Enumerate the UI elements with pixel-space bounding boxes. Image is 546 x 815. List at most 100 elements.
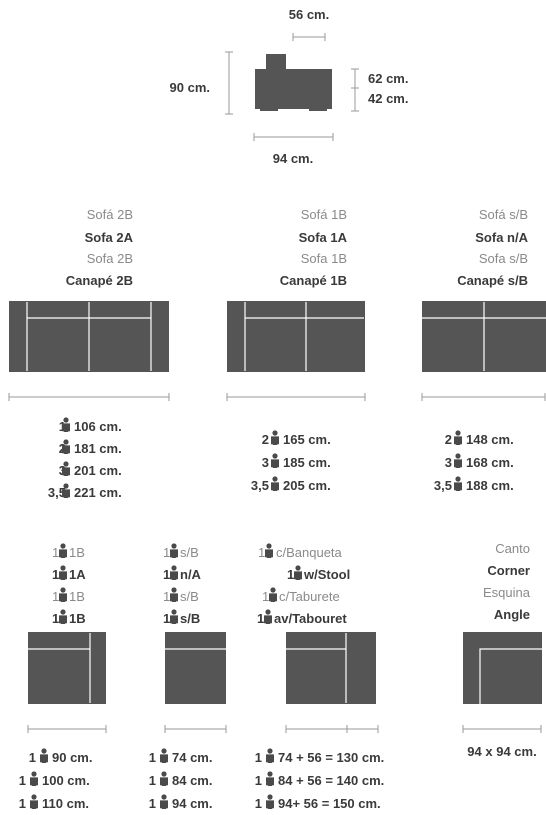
person-icon <box>269 587 277 602</box>
sofa-2b-group: Sofá 2B Sofa 2A Sofa 2B Canapé 2B 1 106 … <box>8 207 170 500</box>
depth-label: 94 cm. <box>273 151 313 166</box>
corner-plan <box>463 632 542 704</box>
side-profile: 56 cm. 90 cm. 62 cm. 42 cm. 94 cm. <box>170 7 409 166</box>
sofa-1b-sizes: 2 165 cm. 3 185 cm. 3,5 205 cm. <box>251 430 331 493</box>
chair-1b-size-3: 110 cm. <box>42 796 89 811</box>
chair-stool-seats-label-4: 1 <box>257 611 264 626</box>
chair-stool-label-fr: av/Tabouret <box>274 611 347 626</box>
sofa-sb-size-2: 168 cm. <box>466 455 514 470</box>
chair-stool-group: 1 c/Banqueta 1 w/Stool 1 c/Taburete 1 av… <box>255 543 384 811</box>
person-icon <box>170 565 178 580</box>
sofa-1b-seats-2: 3 <box>262 455 269 470</box>
chair-1b-seats-2: 1 <box>19 773 26 788</box>
sofa-sb-size-3: 188 cm. <box>466 478 514 493</box>
chair-stool-size-1: 74 + 56 = 130 cm. <box>278 750 384 765</box>
chair-1b-label-pt: 1B <box>69 589 85 604</box>
chair-sb-seats-label-2: 1 <box>163 567 170 582</box>
chair-sb-size-2: 84 cm. <box>172 773 212 788</box>
chair-1b-labels: 1 1B 1 1A 1 1B 1 1B <box>52 543 86 626</box>
chair-sb-seats-3: 1 <box>149 796 156 811</box>
chair-sb-seats-1: 1 <box>149 750 156 765</box>
chair-sb-group: 1 s/B 1 n/A 1 s/B 1 s/B 1 74 cm. 1 8 <box>149 543 227 811</box>
person-icon <box>59 543 67 558</box>
sofa-sb-label-en: Sofa n/A <box>475 230 528 245</box>
sofa-1b-label-en: Sofa 1A <box>299 230 348 245</box>
sofa-sb-seats-3: 3,5 <box>434 478 452 493</box>
chair-1b-seats-label-1: 1 <box>52 545 59 560</box>
person-icon <box>454 430 462 445</box>
person-icon <box>160 794 168 809</box>
person-icon <box>266 794 274 809</box>
chair-sb-plan <box>165 632 226 704</box>
chair-stool-plan <box>286 632 376 704</box>
height-total-label: 90 cm. <box>170 80 210 95</box>
person-icon <box>170 587 178 602</box>
chair-sb-size-1: 74 cm. <box>172 750 212 765</box>
chair-sb-label-fr: s/B <box>180 611 200 626</box>
chair-1b-seats-label-3: 1 <box>52 589 59 604</box>
chair-sb-sizes: 1 74 cm. 1 84 cm. 1 94 cm. <box>149 748 212 811</box>
sofa-sb-seats-1: 2 <box>445 432 452 447</box>
left-foot-shape <box>260 108 278 111</box>
person-icon <box>160 771 168 786</box>
seat-body-shape <box>255 69 332 109</box>
chair-1b-seats-label-2: 1 <box>52 567 59 582</box>
chair-sb-seats-label-4: 1 <box>163 611 170 626</box>
sofa-1b-seats-3: 3,5 <box>251 478 269 493</box>
sofa-2b-sizes: 1 106 cm. 2 181 cm. 3 201 cm. 3,5 221 cm… <box>48 417 122 500</box>
person-icon <box>59 609 67 624</box>
sofa-1b-size-1: 165 cm. <box>283 432 331 447</box>
chair-sb-labels: 1 s/B 1 n/A 1 s/B 1 s/B <box>163 543 202 626</box>
chair-1b-seats-label-4: 1 <box>52 611 59 626</box>
person-icon <box>271 453 279 468</box>
person-icon <box>170 609 178 624</box>
sofa-1b-group: Sofá 1B Sofa 1A Sofa 1B Canapé 1B 2 165 … <box>226 207 366 493</box>
chair-1b-label-es: 1B <box>69 545 85 560</box>
chair-sb-label-pt: s/B <box>180 589 199 604</box>
sofa-sb-size-1: 148 cm. <box>466 432 514 447</box>
chair-stool-label-en: w/Stool <box>303 567 350 582</box>
person-icon <box>454 476 462 491</box>
sofa-1b-label-es: Sofá 1B <box>301 207 347 222</box>
chair-stool-seats-3: 1 <box>255 796 262 811</box>
person-icon <box>265 543 273 558</box>
sofa-sb-label-pt: Sofa s/B <box>479 251 528 266</box>
sofa-1b-size-2: 185 cm. <box>283 455 331 470</box>
sofa-2b-size-1: 106 cm. <box>74 419 122 434</box>
person-icon <box>271 430 279 445</box>
person-icon <box>59 565 67 580</box>
sofa-2b-label-fr: Canapé 2B <box>66 273 133 288</box>
sofa-sb-plan <box>422 301 546 372</box>
sofa-2b-label-es: Sofá 2B <box>87 207 133 222</box>
sofa-2b-seats-4: 3,5 <box>48 485 66 500</box>
person-icon <box>454 453 462 468</box>
sofa-2b-label-en: Sofa 2A <box>85 230 134 245</box>
person-icon <box>30 771 38 786</box>
chair-stool-size-2: 84 + 56 = 140 cm. <box>278 773 384 788</box>
chair-sb-label-en: n/A <box>180 567 202 582</box>
chair-1b-group: 1 1B 1 1A 1 1B 1 1B 1 90 cm. 1 <box>19 543 107 811</box>
chair-sb-label-es: s/B <box>180 545 199 560</box>
seat-height-42-label: 42 cm. <box>368 91 408 106</box>
person-icon <box>170 543 178 558</box>
person-icon <box>271 476 279 491</box>
sofa-1b-size-3: 205 cm. <box>283 478 331 493</box>
backrest-shape <box>266 54 286 70</box>
chair-stool-label-pt: c/Taburete <box>279 589 340 604</box>
chair-1b-seats-1: 1 <box>29 750 36 765</box>
sofa-2b-plan <box>9 301 169 372</box>
chair-1b-plan <box>28 632 106 704</box>
person-icon <box>264 609 272 624</box>
person-icon <box>294 565 302 580</box>
chair-1b-label-en: 1A <box>69 567 86 582</box>
chair-stool-seats-label-3: 1 <box>262 589 269 604</box>
corner-label-es: Canto <box>495 541 530 556</box>
chair-sb-size-3: 94 cm. <box>172 796 212 811</box>
person-icon <box>40 748 48 763</box>
sofa-2b-size-4: 221 cm. <box>74 485 122 500</box>
chair-sb-seats-label-3: 1 <box>163 589 170 604</box>
chair-sb-seats-label-1: 1 <box>163 545 170 560</box>
corner-group: Canto Corner Esquina Angle 94 x 94 cm. <box>462 541 542 759</box>
sofa-1b-label-fr: Canapé 1B <box>280 273 347 288</box>
